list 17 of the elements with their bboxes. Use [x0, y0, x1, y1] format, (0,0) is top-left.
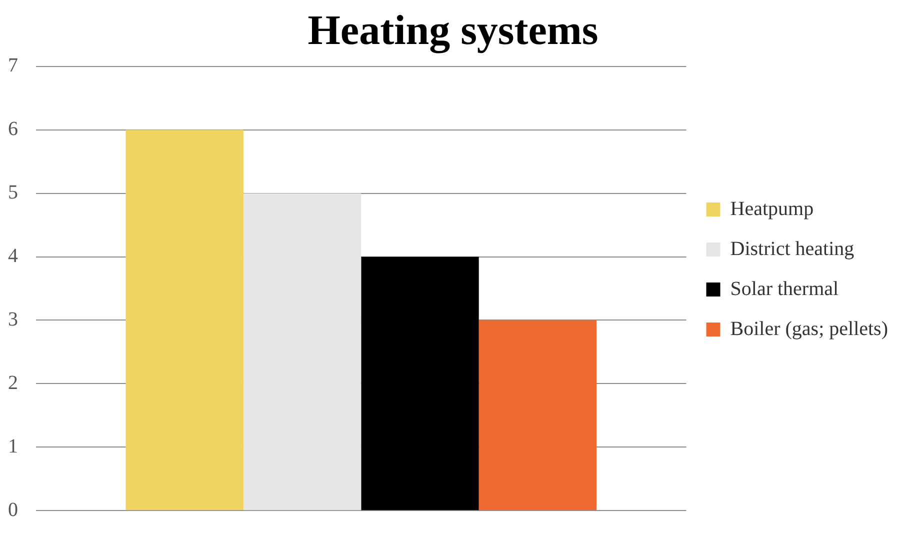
bar: [361, 256, 479, 510]
y-tick-label: 6: [8, 118, 18, 140]
legend-label: Solar thermal: [730, 278, 840, 300]
y-tick-label: 7: [8, 54, 18, 77]
y-tick-label: 2: [8, 372, 18, 394]
legend-label: Boiler (gas; pellets): [730, 318, 888, 340]
y-tick-label: 4: [8, 245, 18, 268]
legend-label: District heating: [730, 238, 854, 260]
bar: [478, 320, 597, 510]
y-tick-label: 5: [8, 182, 18, 204]
legend-label: Heatpump: [730, 198, 814, 220]
y-tick-label: 1: [8, 435, 18, 458]
bar: [126, 130, 244, 510]
y-tick-label: 3: [8, 308, 18, 330]
chart-title: Heating systems: [308, 8, 598, 54]
y-tick-label: 0: [8, 498, 18, 521]
bar: [243, 193, 362, 510]
